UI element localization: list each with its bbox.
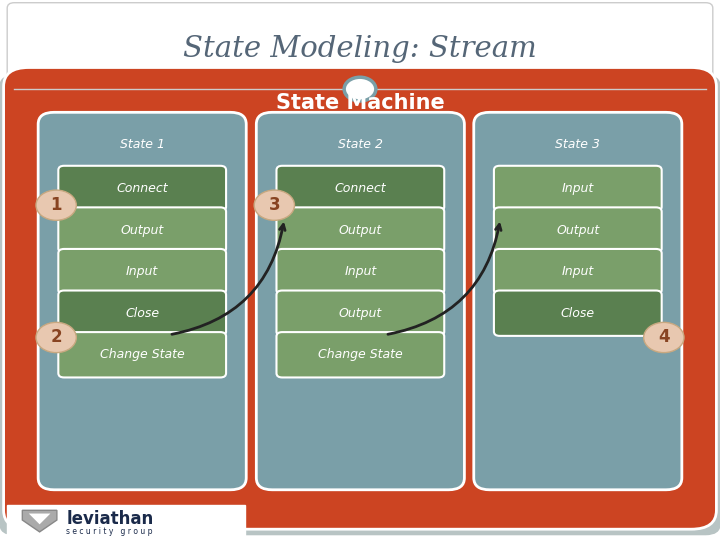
Text: Input: Input	[562, 182, 594, 195]
Text: State Modeling: Stream: State Modeling: Stream	[183, 35, 537, 63]
Text: Change State: Change State	[318, 348, 402, 361]
FancyBboxPatch shape	[276, 332, 444, 377]
Circle shape	[36, 322, 76, 353]
FancyBboxPatch shape	[4, 68, 716, 529]
FancyBboxPatch shape	[494, 166, 662, 211]
Circle shape	[36, 190, 76, 220]
Text: Output: Output	[338, 307, 382, 320]
Text: Connect: Connect	[335, 182, 386, 195]
FancyBboxPatch shape	[276, 249, 444, 294]
Text: 1: 1	[50, 196, 62, 214]
Text: s e c u r i t y   g r o u p: s e c u r i t y g r o u p	[66, 527, 153, 536]
FancyBboxPatch shape	[58, 249, 226, 294]
Polygon shape	[22, 510, 57, 532]
FancyBboxPatch shape	[38, 112, 246, 490]
FancyBboxPatch shape	[7, 3, 713, 94]
Polygon shape	[29, 514, 50, 524]
Text: Input: Input	[562, 265, 594, 278]
FancyBboxPatch shape	[474, 112, 682, 490]
Text: leviathan: leviathan	[66, 510, 153, 529]
FancyBboxPatch shape	[58, 207, 226, 253]
Text: Output: Output	[120, 224, 164, 237]
Text: State 2: State 2	[338, 138, 383, 151]
FancyBboxPatch shape	[58, 291, 226, 336]
Text: Input: Input	[126, 265, 158, 278]
FancyBboxPatch shape	[276, 166, 444, 211]
Circle shape	[254, 190, 294, 220]
Text: 2: 2	[50, 328, 62, 347]
Text: Input: Input	[344, 265, 377, 278]
FancyBboxPatch shape	[494, 207, 662, 253]
Text: Change State: Change State	[100, 348, 184, 361]
Text: Output: Output	[556, 224, 600, 237]
Circle shape	[344, 77, 376, 101]
Circle shape	[644, 322, 684, 353]
Text: Connect: Connect	[117, 182, 168, 195]
FancyBboxPatch shape	[494, 291, 662, 336]
FancyBboxPatch shape	[256, 112, 464, 490]
FancyBboxPatch shape	[58, 332, 226, 377]
Text: State 3: State 3	[555, 138, 600, 151]
FancyBboxPatch shape	[494, 249, 662, 294]
Text: Close: Close	[125, 307, 159, 320]
FancyBboxPatch shape	[58, 166, 226, 211]
FancyBboxPatch shape	[276, 291, 444, 336]
FancyBboxPatch shape	[0, 76, 720, 535]
Text: State Machine: State Machine	[276, 92, 444, 113]
Text: Close: Close	[561, 307, 595, 320]
FancyBboxPatch shape	[276, 207, 444, 253]
FancyBboxPatch shape	[7, 505, 245, 540]
Text: 4: 4	[658, 328, 670, 347]
Text: Output: Output	[338, 224, 382, 237]
Text: State 1: State 1	[120, 138, 165, 151]
Text: 3: 3	[269, 196, 280, 214]
